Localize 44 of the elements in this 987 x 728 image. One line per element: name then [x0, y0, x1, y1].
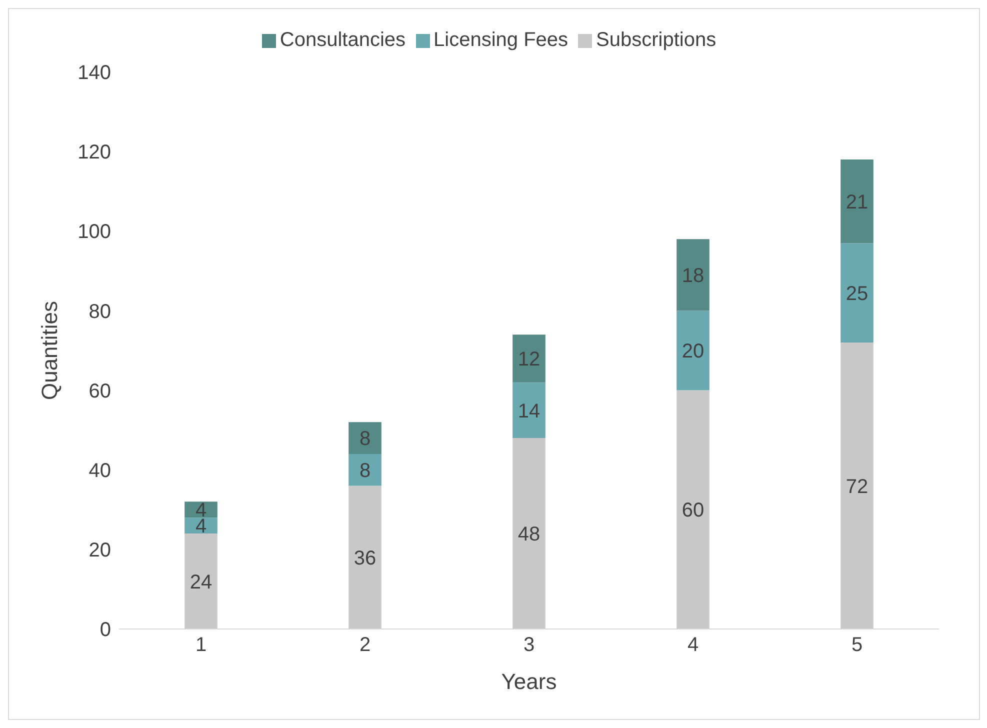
bar [184, 534, 218, 629]
legend-label: Subscriptions [596, 29, 716, 51]
legend-label: Consultancies [280, 29, 406, 51]
data-label: 25 [846, 282, 868, 305]
data-label: 72 [846, 476, 868, 498]
bar [840, 160, 874, 244]
y-tick-label: 20 [88, 540, 111, 562]
y-axis-title: Quantities [36, 300, 62, 400]
legend-label: Licensing Fees [434, 29, 568, 51]
bar [676, 239, 710, 311]
bar [348, 486, 382, 629]
x-tick-label: 4 [687, 634, 699, 656]
bar [512, 334, 546, 382]
y-tick-label: 100 [78, 221, 111, 244]
data-label: 21 [846, 191, 868, 214]
bar [676, 310, 710, 390]
y-tick-label: 0 [100, 619, 111, 642]
y-tick-label: 140 [78, 62, 111, 84]
y-tick-label: 120 [78, 142, 111, 164]
bar [676, 390, 710, 629]
x-axis-title: Years [501, 669, 557, 694]
data-label: 12 [518, 348, 540, 371]
data-label: 24 [190, 571, 212, 594]
bar [512, 438, 546, 629]
data-label: 60 [682, 500, 704, 522]
bar [348, 422, 382, 454]
data-label: 8 [359, 460, 371, 482]
bar [840, 342, 874, 629]
data-label: 20 [682, 340, 704, 363]
x-tick-label: 1 [195, 634, 207, 656]
data-label: 48 [518, 524, 540, 546]
data-label: 14 [518, 400, 540, 422]
x-tick-label: 5 [851, 634, 863, 656]
data-label: 18 [682, 265, 704, 288]
data-label: 8 [359, 428, 371, 450]
y-tick-label: 60 [88, 380, 111, 402]
bar [512, 382, 546, 438]
y-tick-label: 80 [88, 300, 111, 323]
y-tick-label: 40 [88, 460, 111, 482]
data-label: 36 [354, 547, 376, 570]
x-tick-label: 2 [359, 634, 371, 656]
bar [840, 243, 874, 343]
bar [348, 454, 382, 486]
x-tick-label: 3 [523, 634, 535, 656]
